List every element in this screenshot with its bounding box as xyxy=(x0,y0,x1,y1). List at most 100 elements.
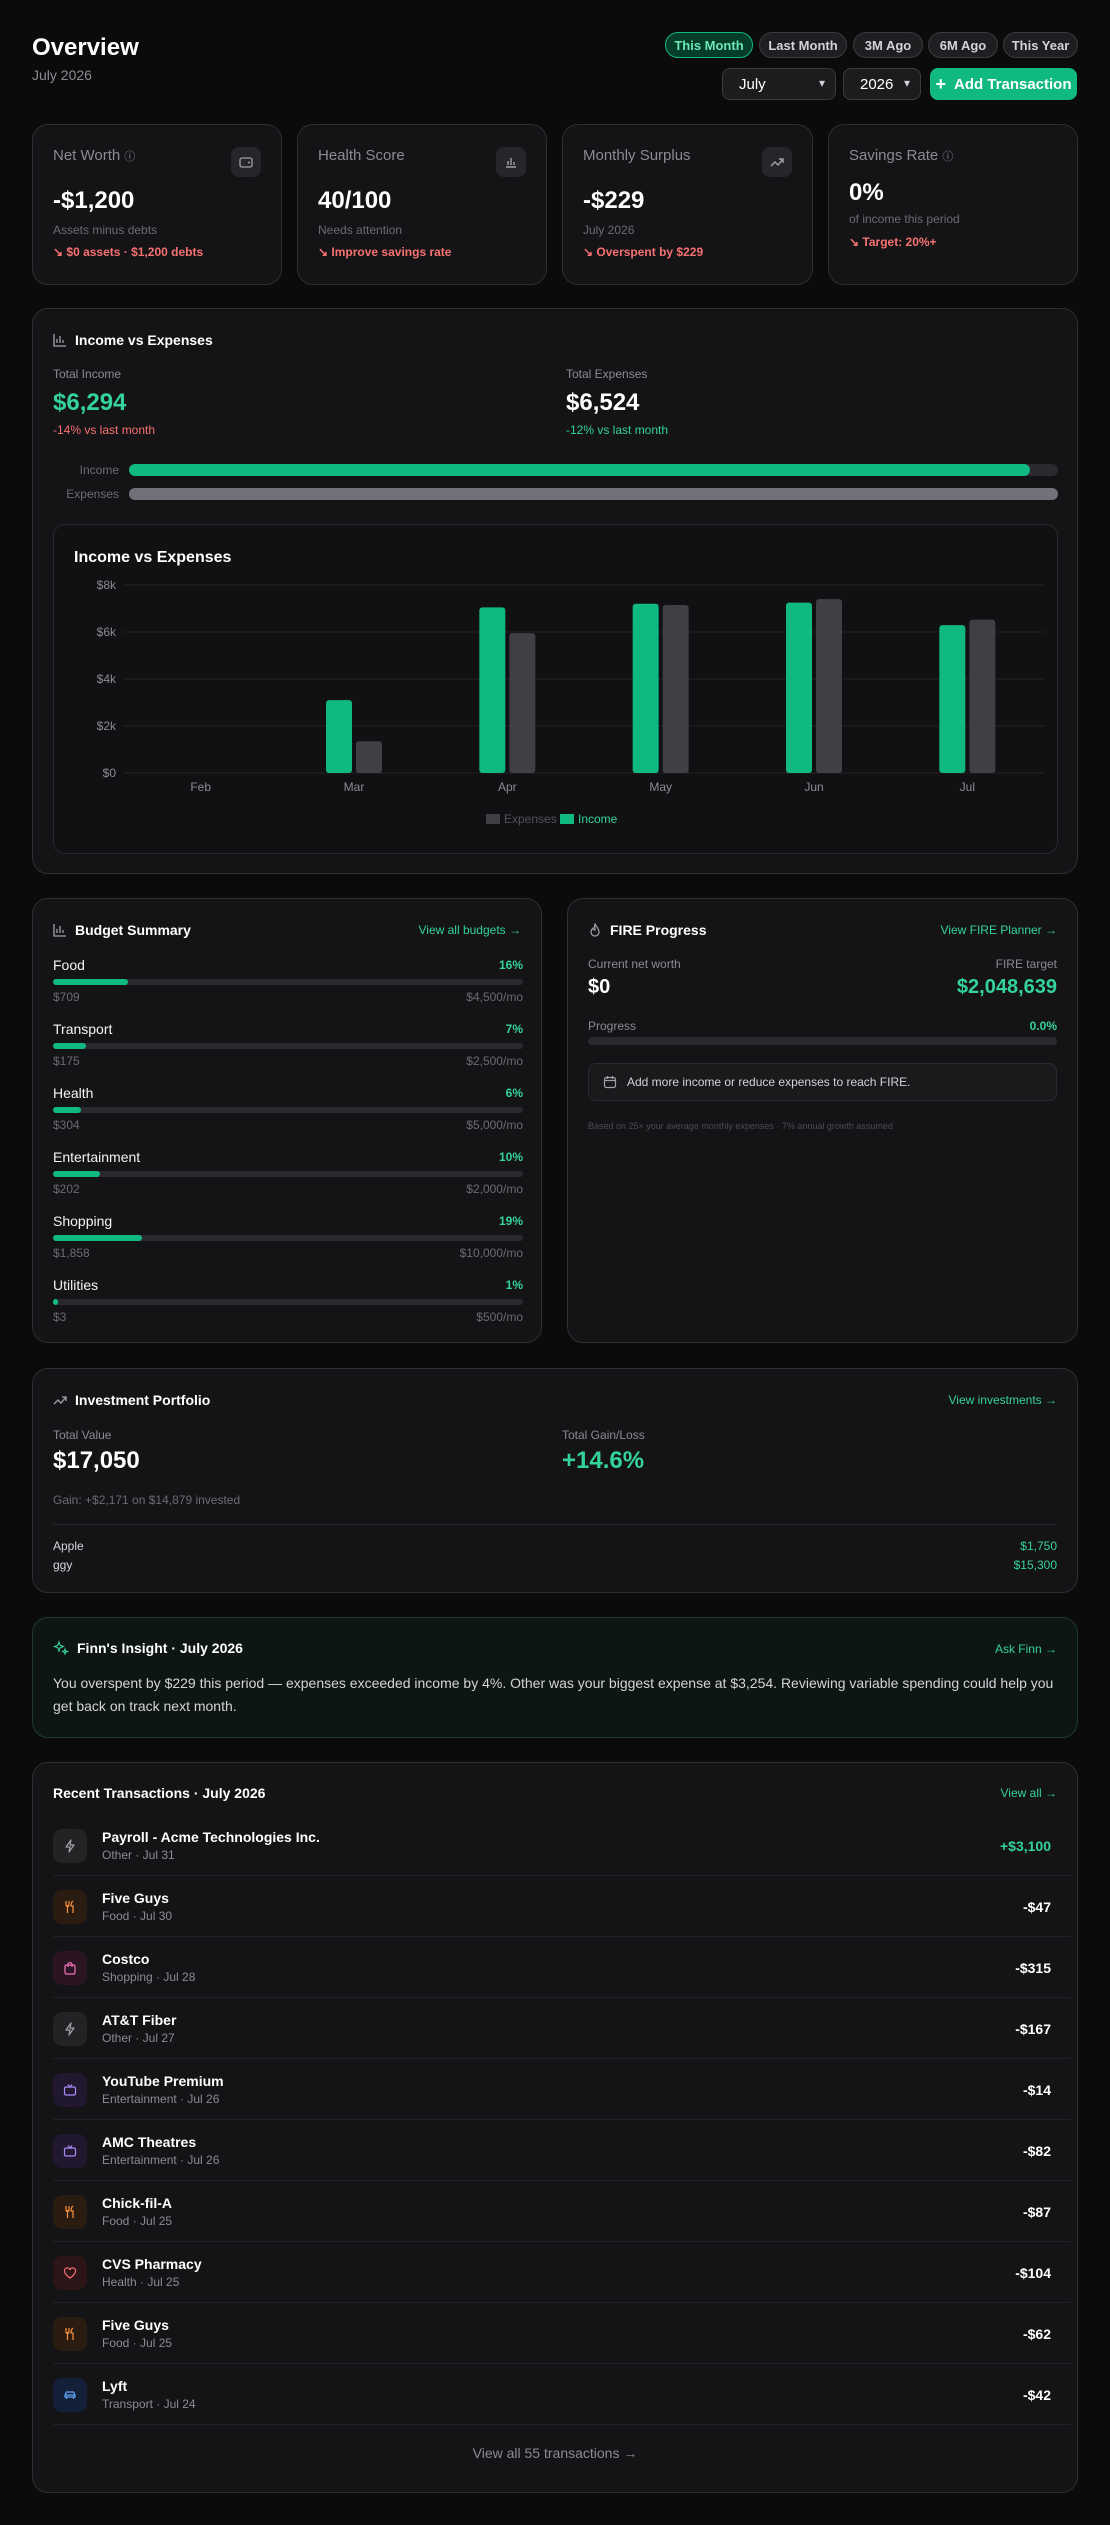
transaction-row[interactable]: AMC Theatres Entertainment · Jul 26 -$82 xyxy=(53,2120,1071,2181)
year-select[interactable]: 2026 ▾ xyxy=(843,68,921,100)
budget-category-name: Food xyxy=(53,957,85,973)
budget-percent: 1% xyxy=(505,1278,523,1292)
y-tick-label: $8k xyxy=(97,578,117,592)
transaction-row[interactable]: Payroll - Acme Technologies Inc. Other · … xyxy=(53,1815,1071,1876)
budget-progress-track xyxy=(53,1107,523,1113)
add-transaction-button[interactable]: + Add Transaction xyxy=(930,68,1077,100)
transaction-meta: Transport · Jul 24 xyxy=(102,2397,196,2411)
arrow-right-icon: → xyxy=(1045,923,1057,937)
transaction-row[interactable]: Five Guys Food · Jul 30 -$47 xyxy=(53,1876,1071,1937)
budget-percent: 7% xyxy=(505,1022,523,1036)
savings-rate-label: Savings Rate ⓘ xyxy=(849,147,954,164)
expenses-change: -12% vs last month xyxy=(566,423,669,437)
gain-note: Gain: +$2,171 on $14,879 invested xyxy=(53,1493,241,1507)
transaction-amount: -$82 xyxy=(1022,2143,1051,2159)
budget-progress-fill xyxy=(53,1107,82,1113)
transaction-amount: -$42 xyxy=(1022,2387,1051,2403)
health-score-value: 40/100 xyxy=(318,187,392,214)
income-expenses-chart: $0 $2k $4k $6k $8k Feb Mar Apr May Jun Jul Expenses… xyxy=(97,578,1044,826)
view-all-budgets-link[interactable]: View all budgets → xyxy=(418,923,521,937)
y-tick-label: $6k xyxy=(97,625,117,639)
chart-title: Income vs Expenses xyxy=(74,549,232,566)
expenses-bar-track xyxy=(129,488,1058,500)
transaction-row[interactable]: CVS Pharmacy Health · Jul 25 -$104 xyxy=(53,2242,1071,2303)
trend-up-icon xyxy=(762,147,792,177)
trend-down-icon: ↘ xyxy=(583,245,594,259)
current-net-worth-label: Current net worth xyxy=(588,957,681,971)
period-this-year[interactable]: This Year xyxy=(1003,32,1078,58)
monthly-surplus-trend: ↘ Overspent by $229 xyxy=(583,245,704,259)
transaction-meta: Food · Jul 30 xyxy=(102,1909,173,1923)
fire-target-label: FIRE target xyxy=(995,957,1057,971)
transaction-meta: Entertainment · Jul 26 xyxy=(102,2153,220,2167)
view-investments-link[interactable]: View investments → xyxy=(948,1393,1058,1407)
investment-portfolio-card: Investment Portfolio View investments → … xyxy=(32,1368,1078,1593)
fire-progress-value: 0.0% xyxy=(1029,1019,1057,1033)
bar-chart-icon xyxy=(496,147,526,177)
transaction-name: CVS Pharmacy xyxy=(102,2256,202,2272)
view-all-transactions-link[interactable]: View all → xyxy=(1000,1786,1057,1800)
budget-progress-track xyxy=(53,1171,523,1177)
x-tick-label: Apr xyxy=(498,780,517,794)
y-tick-label: $2k xyxy=(97,719,117,733)
budget-summary-title: Budget Summary xyxy=(53,922,191,938)
trend-down-icon: ↘ xyxy=(849,235,860,249)
view-all-footer-link[interactable]: View all 55 transactions → xyxy=(472,2445,638,2461)
transaction-list: Payroll - Acme Technologies Inc. Other · … xyxy=(33,1815,1077,2427)
budget-limit: $500/mo xyxy=(476,1310,523,1324)
health-score-label: Health Score xyxy=(318,147,405,164)
transaction-meta: Other · Jul 31 xyxy=(102,1848,175,1862)
utensils-icon xyxy=(53,2317,87,2351)
sparkles-icon xyxy=(53,1640,69,1656)
period-last-month[interactable]: Last Month xyxy=(759,32,847,58)
bolt-icon xyxy=(53,1829,87,1863)
total-income-label: Total Income xyxy=(53,367,122,381)
fire-target-value: $2,048,639 xyxy=(956,976,1057,998)
legend-swatch-income xyxy=(560,814,574,824)
transaction-row[interactable]: Five Guys Food · Jul 25 -$62 xyxy=(53,2303,1071,2364)
health-score-card: Health Score 40/100 Needs attention ↘ Im… xyxy=(297,124,547,285)
transaction-row[interactable]: Chick-fil-A Food · Jul 25 -$87 xyxy=(53,2181,1071,2242)
x-tick-label: Jun xyxy=(804,780,823,794)
budget-category-name: Utilities xyxy=(53,1277,99,1293)
net-worth-sub: Assets minus debts xyxy=(53,223,158,237)
budget-item: Transport 7% $175 $2,500/mo xyxy=(53,1021,523,1077)
divider xyxy=(53,1524,1057,1525)
period-6m-ago[interactable]: 6M Ago xyxy=(928,32,998,58)
budget-progress-fill xyxy=(53,979,129,985)
budget-item: Utilities 1% $3 $500/mo xyxy=(53,1277,523,1333)
fire-footnote: Based on 25× your average monthly expens… xyxy=(588,1121,893,1131)
budget-spent: $709 xyxy=(53,990,80,1004)
arrow-right-icon: → xyxy=(1045,1393,1057,1407)
bar-income xyxy=(479,607,506,773)
heart-icon xyxy=(53,2256,87,2290)
transaction-row[interactable]: Lyft Transport · Jul 24 -$42 xyxy=(53,2364,1071,2425)
budget-item: Shopping 19% $1,858 $10,000/mo xyxy=(53,1213,523,1269)
insight-text: You overspent by $229 this period — expe… xyxy=(53,1675,1054,1714)
holding-value: $1,750 xyxy=(1020,1539,1057,1553)
total-expenses-label: Total Expenses xyxy=(566,367,648,381)
net-worth-trend: ↘ $0 assets · $1,200 debts xyxy=(53,245,204,259)
arrow-right-icon: → xyxy=(623,2445,638,2461)
period-3m-ago[interactable]: 3M Ago xyxy=(853,32,923,58)
budget-progress-track xyxy=(53,1299,523,1305)
expenses-bar-label: Expenses xyxy=(66,487,119,501)
net-worth-label: Net Worth ⓘ xyxy=(53,147,136,164)
holding-name: ggy xyxy=(53,1558,73,1572)
view-fire-planner-link[interactable]: View FIRE Planner → xyxy=(940,923,1058,937)
savings-rate-card: Savings Rate ⓘ 0% of income this period … xyxy=(828,124,1078,285)
transaction-name: Payroll - Acme Technologies Inc. xyxy=(102,1829,320,1845)
transaction-name: YouTube Premium xyxy=(102,2073,224,2089)
y-tick-label: $4k xyxy=(97,672,117,686)
transaction-row[interactable]: Costco Shopping · Jul 28 -$315 xyxy=(53,1937,1071,1998)
ask-finn-link[interactable]: Ask Finn → xyxy=(994,1642,1057,1656)
budget-list: Food 16% $709 $4,500/mo Transport 7% $175 $2,50… xyxy=(53,957,523,1337)
legend-label-income: Income xyxy=(578,812,618,826)
month-select[interactable]: July ▾ xyxy=(722,68,836,100)
x-tick-label: Jul xyxy=(960,780,975,794)
period-this-month[interactable]: This Month xyxy=(665,32,753,58)
transaction-row[interactable]: YouTube Premium Entertainment · Jul 26 -$1… xyxy=(53,2059,1071,2120)
transaction-row[interactable]: AT&T Fiber Other · Jul 27 -$167 xyxy=(53,1998,1071,2059)
budget-item: Food 16% $709 $4,500/mo xyxy=(53,957,523,1013)
budget-category-name: Entertainment xyxy=(53,1149,141,1165)
